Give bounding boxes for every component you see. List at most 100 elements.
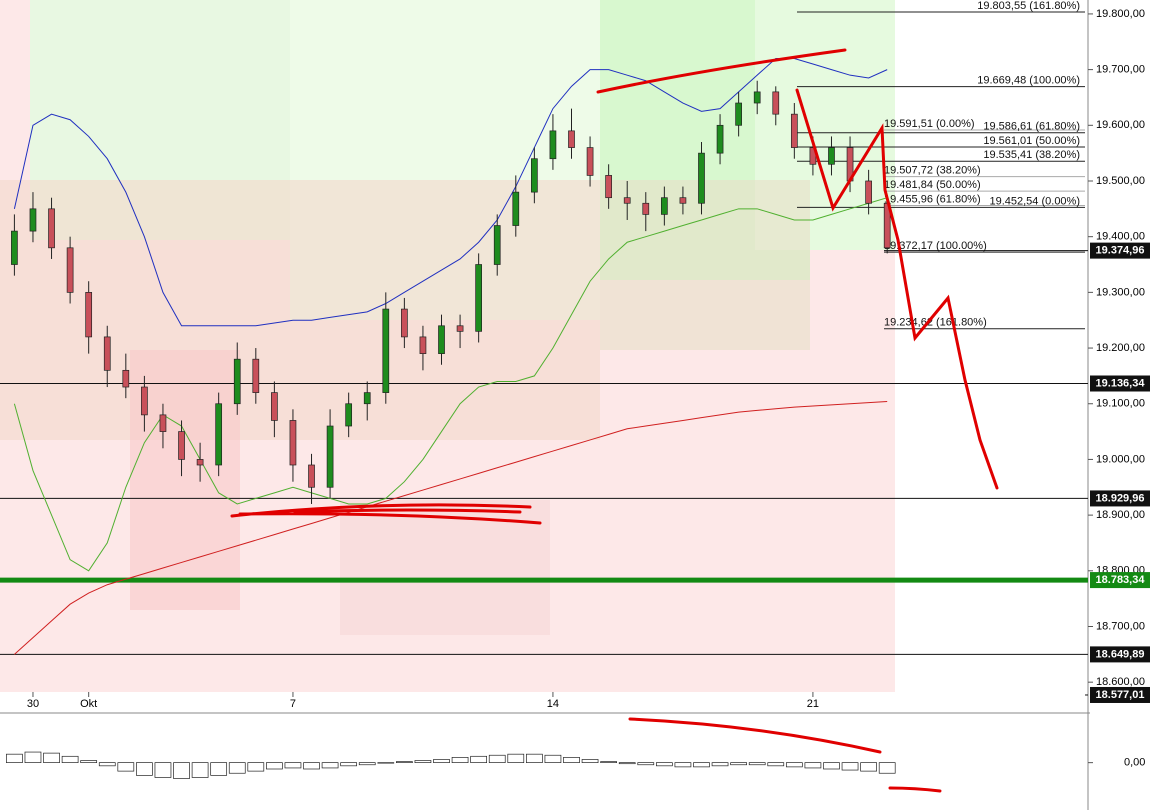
- price-level-label: 18.929,96: [1096, 492, 1145, 504]
- candle-body: [549, 130, 557, 160]
- price-level-box: [1090, 686, 1150, 703]
- histogram-bar: [804, 762, 822, 769]
- histogram-bar: [247, 762, 265, 772]
- candle-body: [103, 336, 111, 371]
- histogram-bar: [526, 753, 543, 763]
- candle-body: [772, 91, 780, 115]
- x-tick-label: Okt: [80, 698, 97, 710]
- candle-body: [159, 414, 167, 432]
- candle-body: [178, 431, 185, 460]
- histogram-bar: [80, 760, 98, 763]
- histogram-bar: [321, 762, 339, 769]
- histogram-bar: [637, 762, 655, 766]
- histogram-bar: [377, 762, 395, 764]
- histogram-bar: [860, 762, 877, 772]
- histogram-bar: [43, 752, 60, 763]
- price-level-label: 19.374,96: [1096, 245, 1145, 257]
- x-tick-label: 30: [27, 698, 39, 710]
- price-level-box: [1090, 646, 1150, 663]
- candle-body: [29, 208, 37, 232]
- candle-body: [475, 264, 482, 332]
- candle-body: [642, 202, 650, 215]
- fib-label: 19.591,51 (0.00%): [884, 118, 975, 130]
- price-level-box: [1090, 375, 1150, 392]
- fib-label: 19.234,62 (161.80%): [884, 317, 987, 329]
- y-tick-label: 19.700,00: [1096, 64, 1145, 76]
- y-tick-label: 19.600,00: [1096, 119, 1145, 131]
- fib-label: 19.372,17 (100.00%): [884, 240, 987, 252]
- x-tick-label: 21: [807, 698, 819, 710]
- candle-body: [233, 358, 241, 405]
- histogram-bar: [414, 760, 432, 763]
- price-level-label: 18.577,01: [1096, 689, 1145, 701]
- histogram-bar: [655, 762, 673, 767]
- candle-body: [605, 175, 612, 199]
- candle-body: [865, 180, 872, 204]
- histogram-bar: [451, 757, 469, 763]
- price-level-box: [1090, 572, 1150, 589]
- candle-body: [512, 191, 520, 226]
- y-tick-label: 19.400,00: [1096, 231, 1145, 243]
- histogram-bar: [581, 759, 599, 763]
- y-tick-label: 19.000,00: [1096, 453, 1145, 465]
- candle-body: [48, 208, 55, 249]
- histogram-bar: [340, 762, 358, 767]
- histogram-bar: [358, 762, 376, 766]
- histogram-bar: [544, 754, 562, 763]
- y-tick-label: 19.100,00: [1096, 398, 1145, 410]
- histogram-bar: [470, 755, 487, 763]
- hand-drawings: [230, 48, 999, 793]
- histogram-bar: [600, 761, 617, 763]
- candle-body: [141, 386, 148, 416]
- histogram-bar: [284, 762, 302, 769]
- plot: 18.600,0018.700,0018.800,0018.900,0019.0…: [0, 0, 1150, 779]
- histogram-bar: [488, 754, 506, 763]
- histogram-bar: [674, 762, 692, 768]
- candle-body: [568, 130, 575, 148]
- price-level-box: [1090, 490, 1150, 507]
- candle-body: [753, 91, 761, 104]
- histogram-bar: [228, 762, 246, 774]
- histogram-bar: [154, 762, 172, 778]
- candle-body: [271, 392, 278, 421]
- histogram-bar: [841, 762, 859, 771]
- candle-body: [345, 403, 353, 427]
- y-tick-label: 18.700,00: [1096, 620, 1145, 632]
- histogram-bar: [117, 762, 135, 772]
- histogram-bar: [61, 755, 79, 763]
- candle-body: [698, 152, 705, 204]
- histogram-bar: [878, 762, 896, 774]
- y-tick-label: 18.900,00: [1096, 509, 1145, 521]
- price-level-label: 18.783,34: [1096, 574, 1146, 586]
- y-tick-label: 0,00: [1124, 757, 1145, 769]
- histogram-bar: [266, 762, 283, 770]
- candle-body: [326, 425, 334, 488]
- histogram-bar: [767, 762, 785, 767]
- histogram-bar: [24, 751, 42, 763]
- candle-body: [660, 197, 668, 215]
- candle-body: [382, 308, 390, 393]
- price-level-label: 19.136,34: [1096, 377, 1146, 389]
- y-tick-label: 19.800,00: [1096, 8, 1145, 20]
- fib-label: 19.481,84 (50.00%): [884, 179, 981, 191]
- overlay-line: [14, 401, 888, 655]
- background-shading: [0, 0, 895, 692]
- candle-body: [586, 147, 594, 176]
- candle-body: [11, 230, 18, 265]
- candle-body: [828, 147, 835, 165]
- x-tick-label: 7: [290, 698, 296, 710]
- candle-body: [252, 358, 260, 393]
- candle-body: [363, 392, 371, 405]
- fib-label: 19.586,61 (61.80%): [983, 121, 1080, 133]
- candle-body: [122, 369, 130, 388]
- candle-body: [85, 292, 93, 338]
- y-tick-label: 19.200,00: [1096, 342, 1145, 354]
- candle-body: [419, 336, 427, 354]
- overlay-line: [13, 57, 888, 327]
- histogram-bar: [136, 762, 153, 776]
- fib-label: 19.452,54 (0.00%): [989, 195, 1080, 207]
- fib-label: 19.455,96 (61.80%): [884, 193, 981, 205]
- candle-body: [531, 158, 538, 193]
